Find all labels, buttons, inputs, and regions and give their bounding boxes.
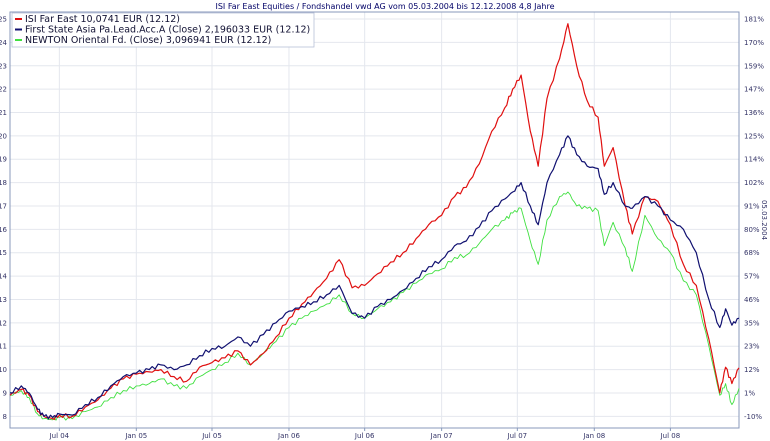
x-tick-label: Jul 06	[354, 432, 375, 440]
right-tick-label: 68%	[744, 249, 760, 257]
left-tick-label: 20	[0, 132, 7, 140]
left-tick-label: 13	[0, 296, 7, 304]
left-tick-label: 19	[0, 156, 7, 164]
left-tick-label: 12	[0, 319, 7, 327]
x-tick-label: Jul 07	[507, 432, 528, 440]
left-axis: 8 9 10 11 12 13 14 15 16 17 18 19 20 21 22 23 24 25	[0, 16, 8, 421]
left-tick-label: 22	[0, 86, 7, 94]
right-tick-label: -10%	[744, 413, 762, 421]
right-tick-label: 136%	[744, 109, 764, 117]
left-tick-label: 25	[0, 16, 7, 24]
legend-box	[11, 12, 315, 48]
x-tick-label: Jul 08	[660, 432, 681, 440]
right-tick-label: 80%	[744, 226, 760, 234]
right-tick-label: 1%	[744, 389, 755, 397]
right-tick-label: 91%	[744, 202, 760, 210]
left-tick-label: 18	[0, 179, 7, 187]
legend: ISI Far East 10,0741 EUR (12.12)First St…	[11, 12, 315, 48]
right-tick-label: 102%	[744, 179, 764, 187]
x-axis: Jul 04 Jan 05 Jul 05 Jan 06 Jul 06 Jan 07 Jul …	[49, 428, 681, 440]
legend-entry-2: First State Asia Pa.Lead.Acc.A (Close) 2…	[25, 25, 310, 36]
left-tick-label: 15	[0, 249, 7, 257]
left-tick-label: 17	[0, 202, 7, 210]
x-tick-label: Jan 07	[430, 432, 453, 440]
right-tick-label: 181%	[744, 16, 764, 24]
right-tick-label: 35%	[744, 319, 760, 327]
right-tick-label: 159%	[744, 62, 764, 70]
left-tick-label: 23	[0, 62, 7, 70]
right-tick-label: 46%	[744, 296, 760, 304]
right-tick-label: 147%	[744, 86, 764, 94]
left-tick-label: 11	[0, 343, 7, 351]
x-tick-label: Jan 08	[582, 432, 605, 440]
grid-lines	[10, 12, 739, 428]
left-tick-label: 16	[0, 226, 8, 234]
legend-entry-3: NEWTON Oriental Fd. (Close) 3,096941 EUR…	[25, 35, 271, 46]
chart-title: ISI Far East Equities / Fondshandel vwd …	[215, 2, 554, 11]
right-axis: -10% 1% 12% 23% 35% 46% 57% 68% 80% 91% 102% 114% 12…	[744, 16, 764, 421]
legend-entry-1: ISI Far East 10,0741 EUR (12.12)	[25, 14, 180, 25]
right-tick-label: 114%	[744, 156, 764, 164]
left-tick-label: 10	[0, 366, 7, 374]
right-tick-label: 125%	[744, 132, 764, 140]
left-tick-label: 21	[0, 109, 7, 117]
x-tick-label: Jan 05	[124, 432, 147, 440]
right-tick-label: 12%	[744, 366, 760, 374]
series-line-2	[10, 135, 740, 420]
left-tick-label: 24	[0, 39, 8, 47]
series-layer	[9, 23, 740, 421]
right-tick-label: 23%	[744, 343, 760, 351]
right-tick-label: 57%	[744, 273, 760, 281]
left-tick-label: 9	[3, 389, 7, 397]
x-tick-label: Jul 04	[49, 432, 70, 440]
x-tick-label: Jan 06	[277, 432, 300, 440]
right-tick-label: 170%	[744, 39, 764, 47]
left-tick-label: 14	[0, 273, 8, 281]
right-axis-caption: 05.03.2004	[760, 200, 768, 241]
series-line-3	[9, 191, 740, 421]
plot-frame	[9, 11, 740, 429]
left-tick-label: 8	[3, 413, 7, 421]
x-tick-label: Jul 05	[201, 432, 222, 440]
